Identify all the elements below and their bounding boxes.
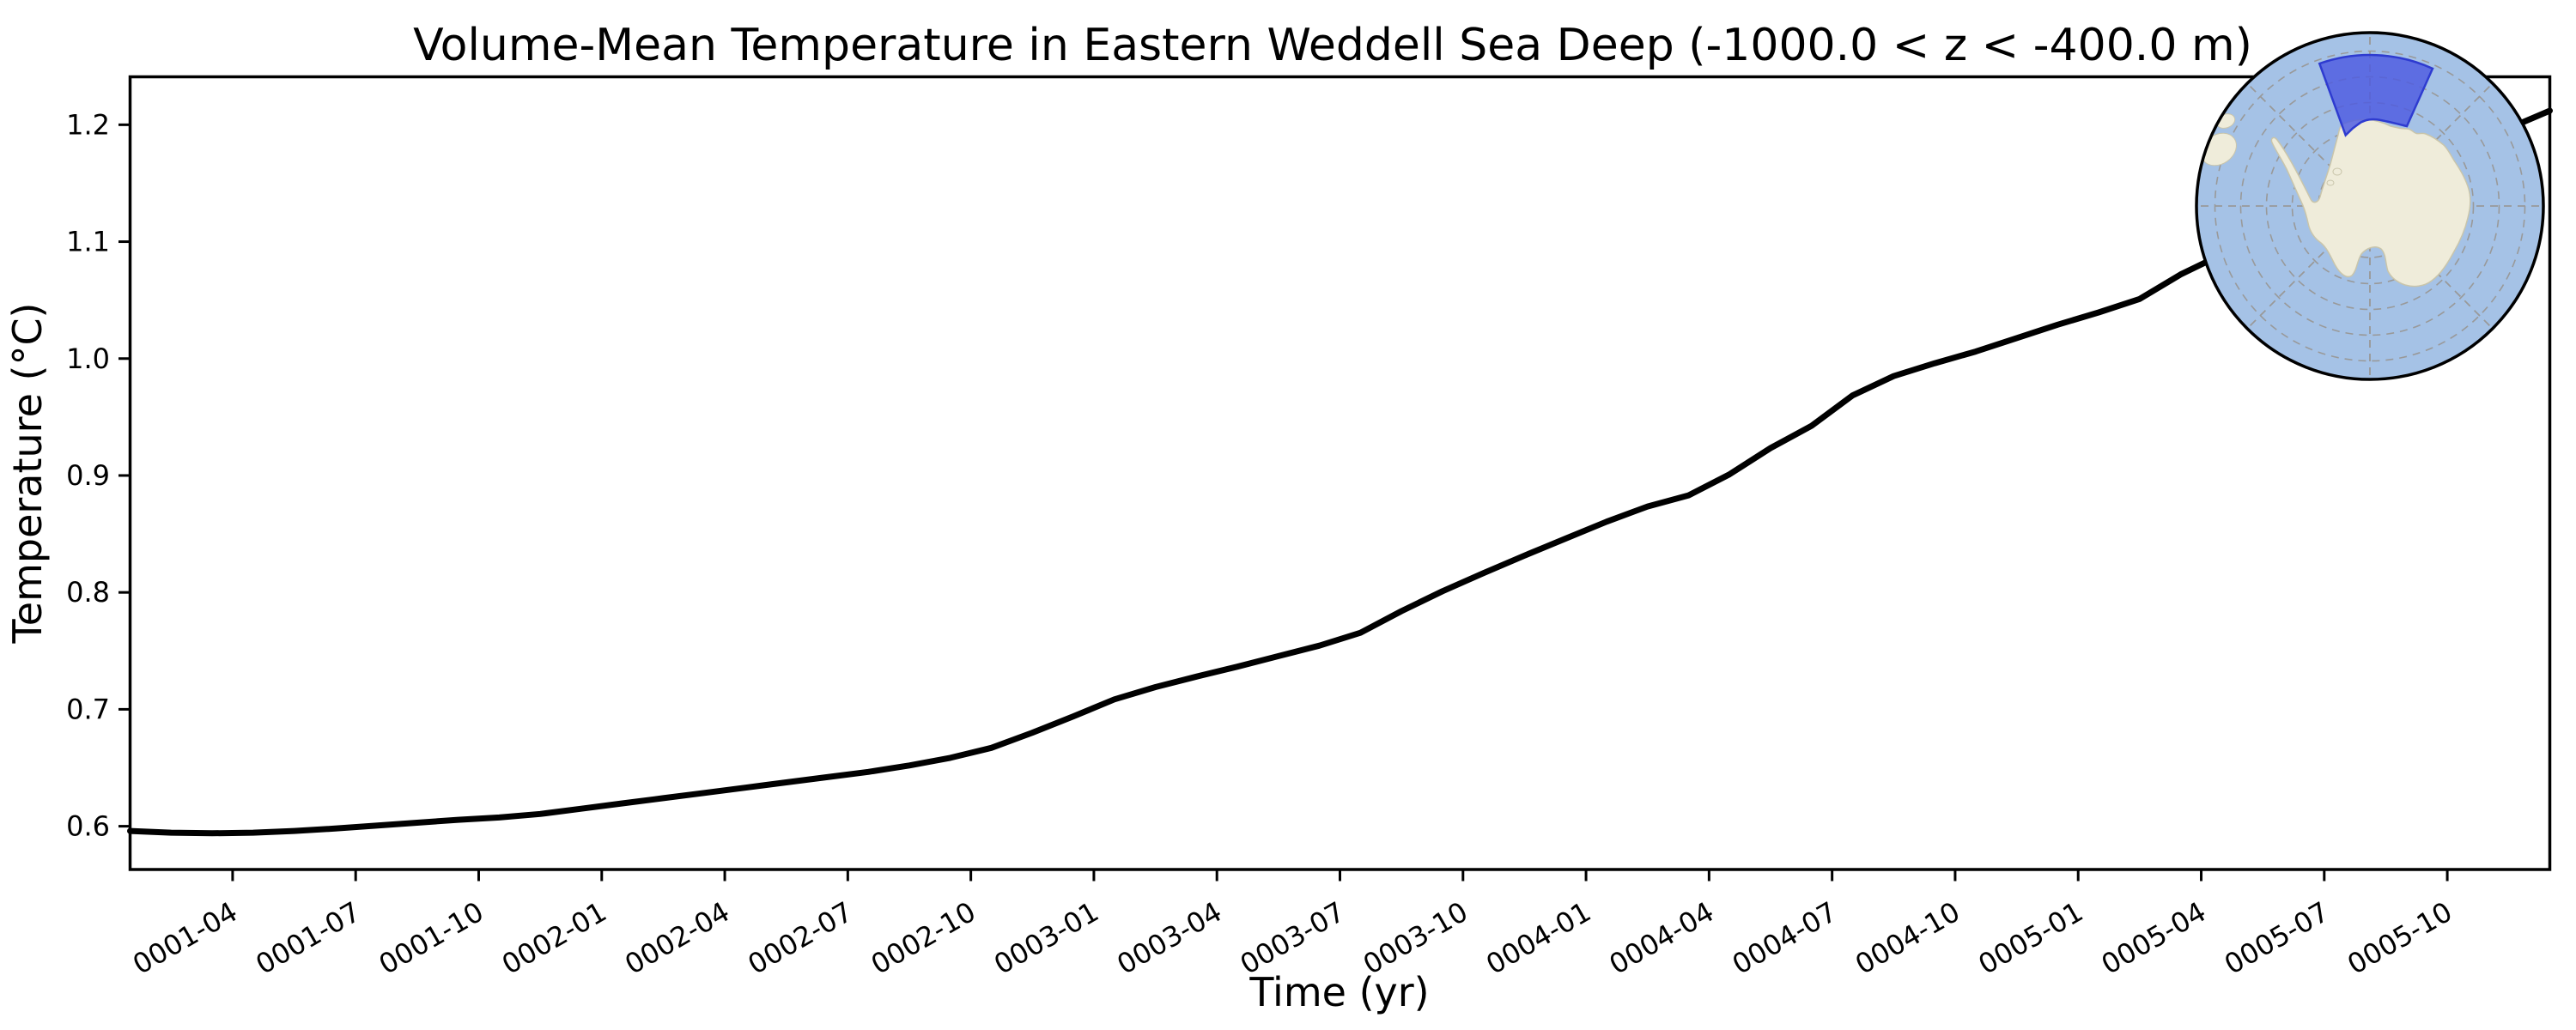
x-tick-label: 0005-01	[1972, 895, 2088, 981]
map-boundary-circle	[2195, 31, 2545, 381]
y-tick-label: 1.0	[66, 342, 110, 375]
x-tick-label: 0002-01	[496, 895, 612, 981]
y-tick-label: 0.7	[66, 693, 110, 725]
x-tick-label: 0001-04	[127, 895, 243, 981]
map-island	[2332, 167, 2342, 176]
chart-title: Volume-Mean Temperature in Eastern Wedde…	[413, 20, 2252, 71]
y-axis-label: Temperature (°C)	[4, 302, 51, 644]
y-tick-label: 1.1	[66, 226, 110, 258]
x-tick-label: 0004-01	[1480, 895, 1596, 981]
x-tick-label: 0002-04	[619, 895, 735, 981]
x-tick-label: 0003-07	[1235, 895, 1351, 981]
antarctica-inset-map	[2195, 31, 2545, 381]
x-tick-label: 0005-04	[2096, 895, 2212, 981]
map-antarctica-land	[2270, 118, 2471, 288]
y-tick-label: 0.8	[66, 576, 110, 609]
y-tick-label: 0.6	[66, 810, 110, 843]
map-island	[2326, 179, 2335, 186]
x-tick-label: 0005-10	[2342, 895, 2458, 981]
x-tick-label: 0005-07	[2219, 895, 2335, 981]
plot-area	[128, 75, 2552, 871]
y-axis-ticks: 0.6 0.7 0.8 0.9 1.0 1.1 1.2	[66, 108, 131, 843]
x-tick-label: 0002-07	[743, 895, 859, 981]
x-tick-label: 0003-10	[1358, 895, 1473, 981]
map-region-highlight-wedge	[2318, 53, 2434, 137]
temperature-line-series	[127, 107, 2553, 837]
x-tick-label: 0001-07	[250, 895, 366, 981]
y-tick-label: 0.9	[66, 459, 110, 492]
x-axis-ticks: 0001-04 0001-07 0001-10 0002-01 0002-04 0002-…	[127, 869, 2458, 981]
x-tick-label: 0004-04	[1604, 895, 1720, 981]
x-tick-label: 0003-04	[1111, 895, 1227, 981]
x-axis-label: Time (yr)	[1249, 969, 1429, 1015]
x-tick-label: 0003-01	[988, 895, 1104, 981]
y-tick-label: 1.2	[66, 108, 110, 141]
x-tick-label: 0001-10	[374, 895, 489, 981]
x-tick-label: 0002-10	[866, 895, 981, 981]
x-tick-label: 0004-07	[1727, 895, 1843, 981]
x-tick-label: 0004-10	[1850, 895, 1965, 981]
